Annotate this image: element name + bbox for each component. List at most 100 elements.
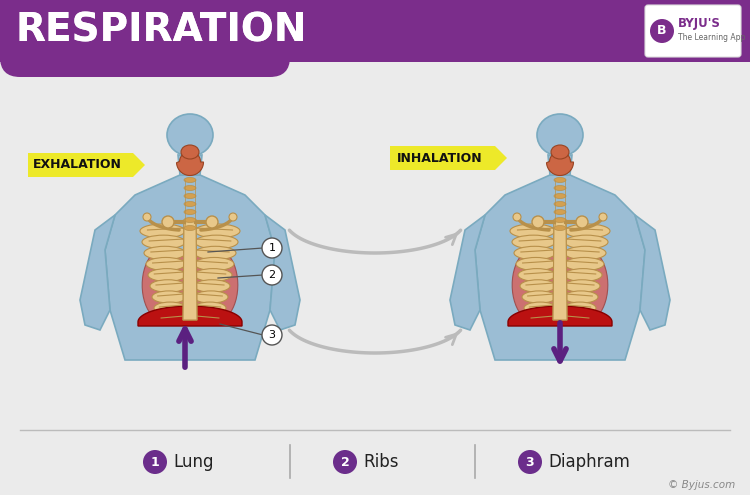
Text: 3: 3 xyxy=(526,455,534,468)
Ellipse shape xyxy=(554,209,566,214)
Ellipse shape xyxy=(184,178,196,183)
Ellipse shape xyxy=(554,201,566,206)
Circle shape xyxy=(513,213,521,221)
Polygon shape xyxy=(635,215,670,330)
Ellipse shape xyxy=(146,257,185,271)
Ellipse shape xyxy=(194,313,224,325)
Ellipse shape xyxy=(181,145,199,159)
Ellipse shape xyxy=(520,280,556,292)
Ellipse shape xyxy=(551,145,569,159)
Polygon shape xyxy=(28,153,145,177)
Circle shape xyxy=(143,450,167,474)
Polygon shape xyxy=(142,247,194,323)
Circle shape xyxy=(262,238,282,258)
Ellipse shape xyxy=(537,114,583,156)
Text: RESPIRATION: RESPIRATION xyxy=(15,12,307,50)
Ellipse shape xyxy=(142,235,185,249)
Polygon shape xyxy=(548,155,572,175)
FancyBboxPatch shape xyxy=(0,0,290,77)
FancyBboxPatch shape xyxy=(0,0,750,62)
Polygon shape xyxy=(547,151,574,176)
Ellipse shape xyxy=(184,209,196,214)
Bar xyxy=(0,0,290,62)
Ellipse shape xyxy=(194,257,234,271)
Ellipse shape xyxy=(152,291,186,303)
Polygon shape xyxy=(178,155,202,175)
Ellipse shape xyxy=(184,226,196,231)
Ellipse shape xyxy=(140,224,185,238)
Ellipse shape xyxy=(194,302,226,314)
Polygon shape xyxy=(80,215,115,330)
Polygon shape xyxy=(105,175,275,360)
Ellipse shape xyxy=(156,313,187,325)
Polygon shape xyxy=(390,146,507,170)
Ellipse shape xyxy=(512,235,555,249)
Ellipse shape xyxy=(194,247,236,260)
Ellipse shape xyxy=(510,224,555,238)
Text: RESPIRATION: RESPIRATION xyxy=(15,12,307,50)
Text: INHALATION: INHALATION xyxy=(397,151,482,164)
Circle shape xyxy=(333,450,357,474)
Circle shape xyxy=(576,216,588,228)
Ellipse shape xyxy=(184,201,196,206)
Ellipse shape xyxy=(564,269,602,281)
Ellipse shape xyxy=(184,186,196,191)
Ellipse shape xyxy=(194,280,230,292)
Ellipse shape xyxy=(524,302,556,314)
Polygon shape xyxy=(183,220,197,320)
Ellipse shape xyxy=(563,313,594,325)
Ellipse shape xyxy=(565,257,604,271)
Circle shape xyxy=(518,450,542,474)
Polygon shape xyxy=(265,215,300,330)
Ellipse shape xyxy=(564,280,600,292)
Polygon shape xyxy=(186,247,238,323)
Ellipse shape xyxy=(518,269,556,281)
Ellipse shape xyxy=(565,235,608,249)
Text: 3: 3 xyxy=(268,330,275,340)
Ellipse shape xyxy=(194,269,232,281)
Ellipse shape xyxy=(516,257,556,271)
Circle shape xyxy=(599,213,607,221)
Ellipse shape xyxy=(565,224,610,238)
Ellipse shape xyxy=(167,114,213,156)
Polygon shape xyxy=(475,175,645,360)
Ellipse shape xyxy=(554,217,566,222)
Ellipse shape xyxy=(554,186,566,191)
Text: 1: 1 xyxy=(268,243,275,253)
Polygon shape xyxy=(556,247,608,323)
Polygon shape xyxy=(553,220,567,320)
Ellipse shape xyxy=(194,291,228,303)
Text: Ribs: Ribs xyxy=(363,453,398,471)
Polygon shape xyxy=(176,151,203,176)
Ellipse shape xyxy=(554,194,566,198)
Circle shape xyxy=(262,325,282,345)
Ellipse shape xyxy=(184,194,196,198)
Text: © Byjus.com: © Byjus.com xyxy=(668,480,735,490)
Ellipse shape xyxy=(564,291,598,303)
Text: 2: 2 xyxy=(268,270,275,280)
Ellipse shape xyxy=(195,224,240,238)
Ellipse shape xyxy=(526,313,556,325)
Ellipse shape xyxy=(563,302,596,314)
Polygon shape xyxy=(183,220,197,320)
Text: The Learning App: The Learning App xyxy=(678,33,746,42)
Polygon shape xyxy=(508,306,612,326)
Circle shape xyxy=(532,216,544,228)
Ellipse shape xyxy=(195,235,238,249)
Ellipse shape xyxy=(514,247,556,260)
Polygon shape xyxy=(512,247,564,323)
Ellipse shape xyxy=(554,226,566,231)
Polygon shape xyxy=(138,306,242,326)
Ellipse shape xyxy=(184,217,196,222)
Circle shape xyxy=(262,265,282,285)
Ellipse shape xyxy=(150,280,186,292)
Text: Lung: Lung xyxy=(173,453,214,471)
Text: EXHALATION: EXHALATION xyxy=(33,158,122,171)
Polygon shape xyxy=(450,215,485,330)
Ellipse shape xyxy=(565,247,606,260)
Ellipse shape xyxy=(154,302,187,314)
Text: 1: 1 xyxy=(151,455,159,468)
Ellipse shape xyxy=(144,247,185,260)
Circle shape xyxy=(229,213,237,221)
Circle shape xyxy=(162,216,174,228)
